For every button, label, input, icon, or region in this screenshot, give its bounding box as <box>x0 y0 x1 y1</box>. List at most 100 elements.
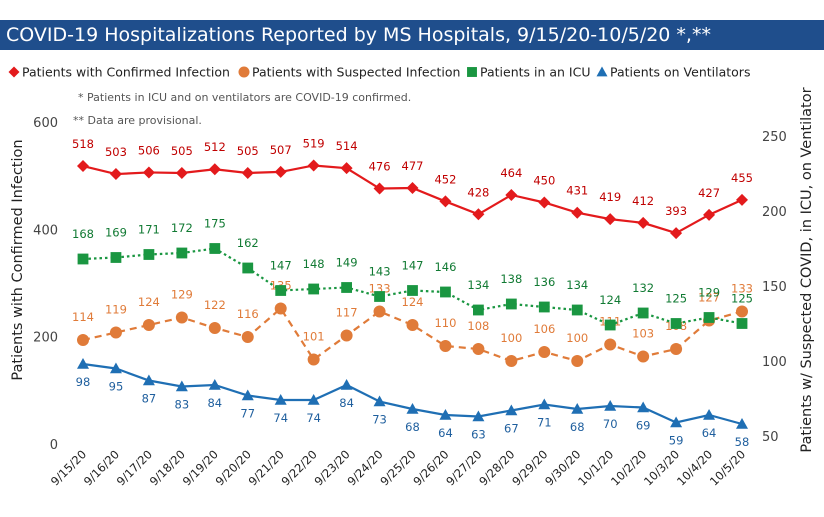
series-line-1 <box>82 306 743 363</box>
data-label-1-20: 133 <box>731 282 753 296</box>
point-3-10 <box>406 403 419 414</box>
data-label-0-2: 506 <box>138 143 160 157</box>
left-tick-2: 400 <box>33 223 58 238</box>
x-tick-10: 9/25/20 <box>377 447 418 488</box>
data-label-3-20: 58 <box>735 435 750 449</box>
point-0-8 <box>340 162 353 175</box>
point-2-1 <box>110 252 122 263</box>
point-2-4 <box>209 243 221 254</box>
data-label-2-18: 125 <box>665 292 687 306</box>
data-label-0-0: 518 <box>72 137 94 151</box>
data-label-3-6: 74 <box>273 411 288 425</box>
point-2-13 <box>505 298 517 310</box>
point-0-10 <box>406 182 419 195</box>
left-axis-ticks: 0 200 400 600 <box>33 116 58 453</box>
data-label-2-12: 134 <box>467 278 489 292</box>
x-tick-4: 9/19/20 <box>180 447 221 488</box>
data-label-1-9: 133 <box>369 282 391 296</box>
point-1-1 <box>109 326 122 339</box>
data-label-0-6: 507 <box>270 143 292 157</box>
point-2-15 <box>571 304 583 316</box>
data-label-2-7: 148 <box>303 257 325 271</box>
data-label-0-20: 455 <box>731 171 753 185</box>
data-label-1-5: 116 <box>237 307 259 321</box>
point-1-13 <box>505 355 518 367</box>
point-2-8 <box>341 282 352 293</box>
point-3-1 <box>109 362 122 374</box>
point-2-20 <box>736 318 748 329</box>
point-2-14 <box>538 301 550 313</box>
point-0-11 <box>439 195 452 208</box>
data-label-1-3: 129 <box>171 288 193 302</box>
point-1-10 <box>406 319 419 331</box>
series-line-3 <box>82 362 743 426</box>
left-tick-3: 600 <box>33 116 58 131</box>
point-1-7 <box>307 353 320 366</box>
x-tick-15: 9/30/20 <box>542 447 583 488</box>
data-label-1-13: 100 <box>500 331 522 345</box>
data-label-2-2: 171 <box>138 223 160 237</box>
data-label-0-1: 503 <box>105 145 127 159</box>
point-3-17 <box>637 401 650 413</box>
right-axis-title: Patients w/ Suspected COVID, in ICU, on … <box>799 87 815 452</box>
data-label-3-0: 98 <box>76 375 91 389</box>
data-label-0-13: 464 <box>500 166 522 180</box>
point-2-5 <box>242 262 254 274</box>
point-1-3 <box>175 311 188 324</box>
point-0-2 <box>142 166 155 179</box>
point-1-8 <box>340 329 353 342</box>
point-3-14 <box>538 398 551 410</box>
data-label-0-14: 450 <box>533 174 555 188</box>
point-3-7 <box>307 394 320 405</box>
data-label-2-10: 147 <box>402 259 424 273</box>
data-label-1-8: 117 <box>336 306 358 320</box>
data-label-0-3: 505 <box>171 144 193 158</box>
point-0-5 <box>241 166 254 179</box>
point-0-15 <box>571 206 584 219</box>
point-1-14 <box>538 346 551 358</box>
x-tick-3: 9/18/20 <box>147 447 188 488</box>
x-tick-9: 9/24/20 <box>344 447 385 488</box>
point-2-6 <box>275 285 287 296</box>
left-tick-0: 0 <box>50 438 58 453</box>
data-label-0-17: 412 <box>632 194 654 208</box>
point-3-2 <box>142 374 155 386</box>
x-tick-17: 10/2/20 <box>608 447 649 488</box>
x-tick-7: 9/22/20 <box>279 447 320 488</box>
note-provisional: ** Data are provisional. <box>73 114 202 127</box>
data-label-0-18: 393 <box>665 204 687 218</box>
title-bar: COVID-19 Hospitalizations Reported by MS… <box>0 0 824 50</box>
data-label-0-5: 505 <box>237 144 259 158</box>
point-0-20 <box>736 193 748 206</box>
data-label-1-11: 110 <box>434 316 456 330</box>
point-3-3 <box>175 380 188 392</box>
data-label-1-19: 127 <box>698 291 720 305</box>
point-3-16 <box>604 400 617 411</box>
data-label-3-7: 74 <box>306 411 321 425</box>
point-1-6 <box>274 302 287 315</box>
point-2-9 <box>374 291 385 302</box>
point-0-16 <box>604 213 617 226</box>
x-tick-11: 9/26/20 <box>410 447 451 488</box>
point-0-6 <box>274 165 287 178</box>
point-1-11 <box>439 340 452 352</box>
point-1-9 <box>373 305 386 318</box>
data-label-3-14: 71 <box>537 416 552 430</box>
data-label-1-1: 119 <box>105 303 127 317</box>
data-label-0-15: 431 <box>566 184 588 198</box>
data-label-2-14: 136 <box>533 275 555 289</box>
data-label-0-12: 428 <box>467 185 489 199</box>
series-line-2 <box>82 247 743 327</box>
point-0-18 <box>670 227 683 240</box>
point-3-11 <box>439 409 452 420</box>
point-0-1 <box>109 168 122 181</box>
data-label-1-17: 103 <box>632 327 654 341</box>
left-tick-1: 200 <box>33 331 58 346</box>
data-label-2-3: 172 <box>171 221 193 235</box>
data-label-3-11: 64 <box>438 426 453 440</box>
point-3-4 <box>208 379 221 390</box>
point-3-13 <box>505 404 518 416</box>
point-2-16 <box>604 319 616 331</box>
legend: Patients with Confirmed Infection Patient… <box>8 65 750 80</box>
